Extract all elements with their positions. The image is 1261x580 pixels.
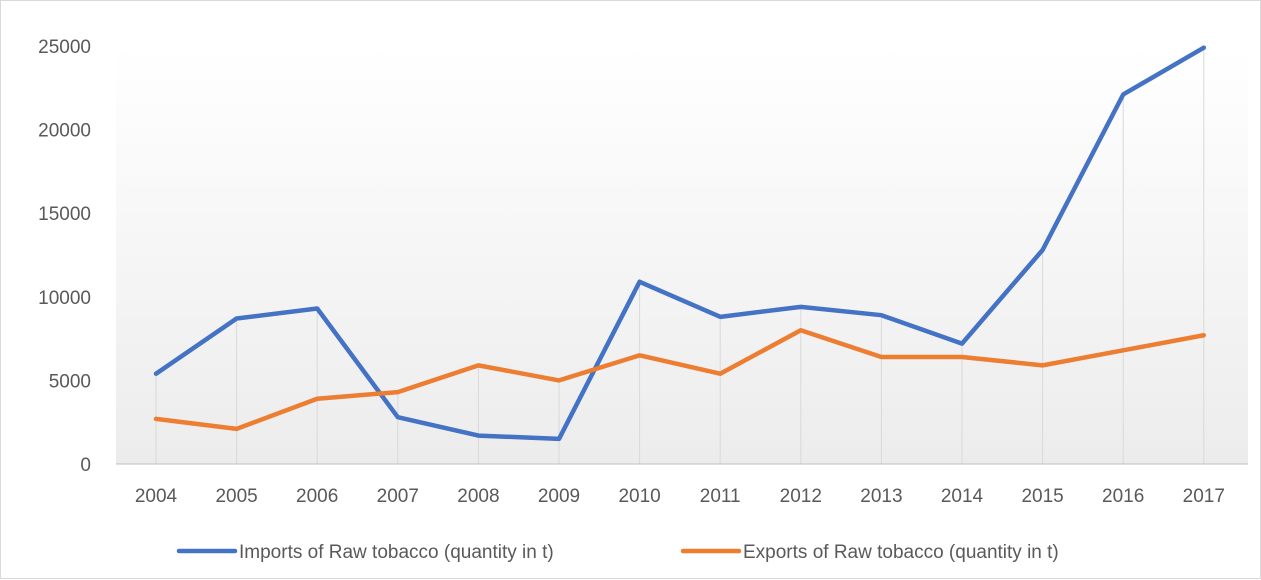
legend: Imports of Raw tobacco (quantity in t) Ex… bbox=[176, 542, 1059, 563]
x-tick-label: 2015 bbox=[1021, 486, 1063, 507]
x-axis-ticks: 2004 2005 2006 2007 2008 2009 2010 2011 2012 2013… bbox=[135, 486, 1225, 507]
x-tick-label: 2013 bbox=[860, 486, 902, 507]
legend-label: Exports of Raw tobacco (quantity in t) bbox=[743, 542, 1059, 563]
y-tick-label: 5000 bbox=[49, 371, 91, 392]
x-tick-label: 2008 bbox=[457, 486, 499, 507]
drop-lines bbox=[155, 47, 1205, 464]
x-tick-label: 2012 bbox=[780, 486, 822, 507]
series-line-exports bbox=[153, 327, 1207, 432]
x-tick-label: 2009 bbox=[538, 486, 580, 507]
y-tick-label: 25000 bbox=[38, 37, 91, 58]
y-tick-label: 0 bbox=[80, 455, 91, 476]
x-tick-label: 2017 bbox=[1183, 486, 1225, 507]
x-tick-label: 2005 bbox=[215, 486, 257, 507]
x-tick-label: 2014 bbox=[941, 486, 984, 507]
x-tick-label: 2010 bbox=[618, 486, 660, 507]
x-tick-label: 2004 bbox=[135, 486, 178, 507]
plot-area bbox=[116, 46, 1248, 464]
x-tick-label: 2006 bbox=[296, 486, 338, 507]
y-axis-ticks: 0 5000 10000 15000 20000 25000 bbox=[38, 37, 91, 476]
y-tick-label: 10000 bbox=[38, 288, 91, 309]
x-tick-label: 2011 bbox=[700, 486, 741, 507]
y-tick-label: 20000 bbox=[38, 121, 91, 142]
x-tick-label: 2016 bbox=[1102, 486, 1144, 507]
series-line-imports bbox=[153, 45, 1207, 442]
series-lines bbox=[153, 45, 1207, 442]
y-tick-label: 15000 bbox=[38, 204, 91, 225]
legend-label: Imports of Raw tobacco (quantity in t) bbox=[239, 542, 554, 563]
x-tick-label: 2007 bbox=[377, 486, 419, 507]
